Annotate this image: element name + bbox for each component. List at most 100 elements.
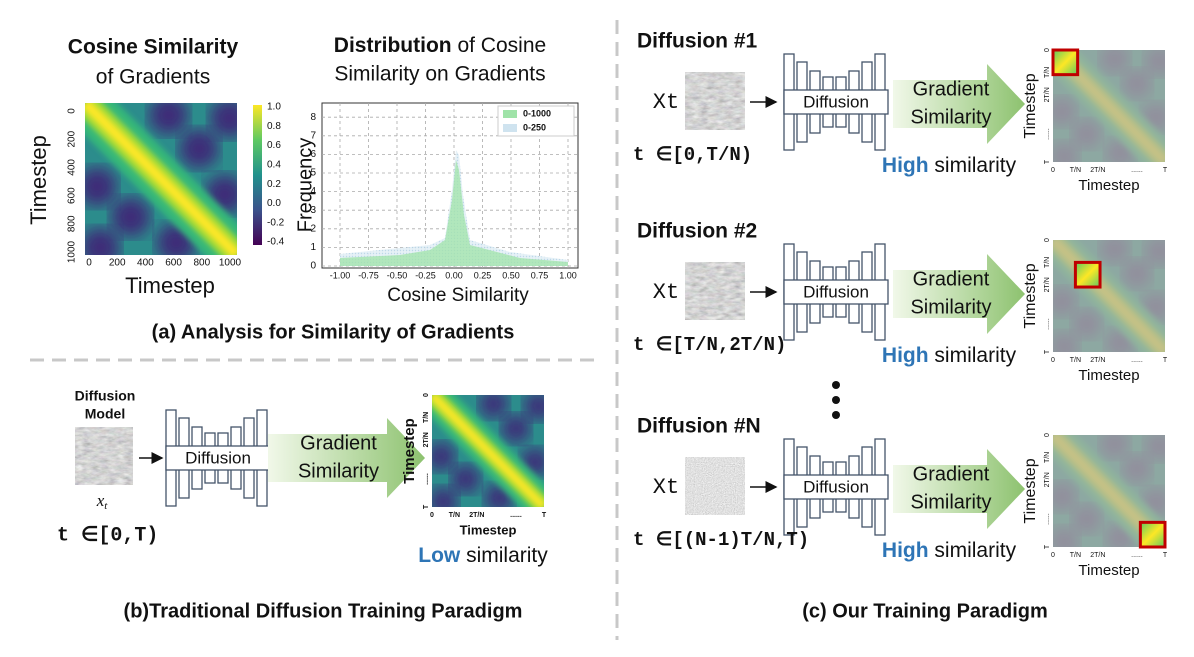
x-tick-label: 2T/N: [1090, 552, 1105, 559]
x-axis-label: Timestep: [1078, 177, 1139, 194]
result-label: High similarity: [882, 154, 1017, 177]
x-tick-label: -0.50: [387, 270, 408, 280]
block: [783, 279, 889, 305]
x-tick-label: ......: [1131, 167, 1143, 174]
arrow: [893, 254, 1025, 334]
text-part: High: [882, 539, 929, 562]
arrow-label: Gradient: [913, 463, 990, 485]
x-tick-label: ......: [510, 512, 522, 519]
input-image: [685, 72, 745, 130]
input-image: [685, 457, 745, 515]
y-tick-label: T: [1044, 544, 1051, 549]
legend-label: 0-250: [523, 122, 546, 132]
legend-label: 0-1000: [523, 108, 551, 118]
text-part: Distribution: [334, 34, 452, 57]
colorbar-tick-label: 0.0: [267, 198, 281, 209]
block-label: Diffusion: [803, 92, 869, 111]
y-tick-label: 600: [67, 187, 78, 204]
y-tick-label: 800: [67, 215, 78, 232]
title: Distribution of Cosine: [334, 34, 546, 57]
result-label: High similarity: [882, 539, 1017, 562]
y-tick-label: 400: [67, 159, 78, 176]
heatmap-blob: [85, 227, 120, 255]
y-tick-label: 0: [310, 261, 316, 272]
x-axis-label: Timestep: [125, 273, 215, 298]
text-part: t: [104, 500, 108, 512]
heatmap-blob: [479, 395, 509, 419]
input-label: Xt: [653, 90, 679, 115]
x-tick-label: 0.25: [474, 270, 492, 280]
heatmap: [1053, 240, 1165, 352]
y-tick-label: 8: [310, 112, 316, 123]
x-tick-label: -0.25: [415, 270, 436, 280]
heatmap-blob: [451, 464, 481, 494]
input-image: [75, 427, 133, 485]
caption: (a) Analysis for Similarity of Gradients: [152, 321, 515, 343]
x-tick-label: 0.00: [445, 270, 463, 280]
y-tick-label: T/N: [423, 412, 430, 423]
colorbar-tick-label: -0.2: [267, 217, 285, 228]
heatmap-blob: [432, 486, 458, 507]
text-part: High: [882, 154, 929, 177]
arrow-label: Gradient: [300, 432, 377, 454]
y-tick-label: ......: [1044, 318, 1051, 330]
heatmap-diagonal: [85, 103, 237, 255]
y-tick-label: 0: [423, 393, 430, 397]
y-tick-label: 3: [310, 205, 316, 216]
y-tick-label: 0: [1044, 433, 1051, 437]
heatmap-blob: [85, 166, 117, 207]
highlight: [1073, 260, 1102, 289]
x-tick-label: T: [1163, 167, 1168, 174]
heatmap-blob: [501, 414, 531, 444]
legend-swatch: [503, 124, 517, 132]
row-title: Diffusion #N: [637, 415, 761, 438]
arrow: [268, 418, 425, 498]
colorbar-tick-label: 0.2: [267, 179, 281, 190]
model-label: Model: [85, 406, 125, 422]
ellipsis-dot: [832, 411, 840, 419]
arrow-label: Gradient: [913, 268, 990, 290]
y-tick-label: 1000: [67, 240, 78, 263]
x-tick-label: T/N: [1070, 552, 1081, 559]
highlight: [1138, 520, 1167, 549]
x-tick-label: T: [1163, 552, 1168, 559]
arrow-label: Similarity: [910, 296, 991, 318]
text-part: of Cosine: [452, 34, 547, 57]
x-tick-label: 400: [137, 258, 154, 269]
block-label: Diffusion: [803, 282, 869, 301]
x-tick-label: 1000: [219, 258, 242, 269]
histogram-area: [340, 160, 568, 266]
ellipsis-dot: [832, 381, 840, 389]
text-part: similarity: [929, 539, 1017, 562]
text-part: similarity: [460, 544, 548, 567]
block-label: Diffusion: [185, 448, 251, 467]
block: [783, 474, 889, 500]
caption: (c) Our Training Paradigm: [802, 600, 1048, 622]
x-tick-label: 0: [86, 258, 92, 269]
x-tick-label: T/N: [1070, 357, 1081, 364]
y-tick-label: 0: [67, 108, 78, 114]
row-title: Diffusion #1: [637, 30, 757, 53]
x-tick-label: 0.50: [502, 270, 520, 280]
y-axis-label: Timestep: [1022, 263, 1039, 328]
y-tick-label: T: [1044, 349, 1051, 354]
x-axis-label: Timestep: [1078, 367, 1139, 384]
x-tick-label: 0.75: [531, 270, 549, 280]
x-tick-label: ......: [1131, 357, 1143, 364]
arrow-label: Similarity: [298, 460, 379, 482]
arrow-label: Similarity: [910, 106, 991, 128]
x-tick-label: 0: [1051, 357, 1055, 364]
title: of Gradients: [96, 66, 210, 89]
result-label: High similarity: [882, 344, 1017, 367]
text-part: similarity: [929, 154, 1017, 177]
heatmap-blob: [432, 442, 456, 472]
x-tick-label: 800: [193, 258, 210, 269]
legend-swatch: [503, 110, 517, 118]
y-tick-label: 2T/N: [1044, 87, 1051, 102]
y-tick-label: ......: [1044, 513, 1051, 525]
x-tick-label: 0: [1051, 552, 1055, 559]
colorbar-tick-label: 0.6: [267, 140, 281, 151]
heatmap-fade: [1053, 240, 1165, 352]
